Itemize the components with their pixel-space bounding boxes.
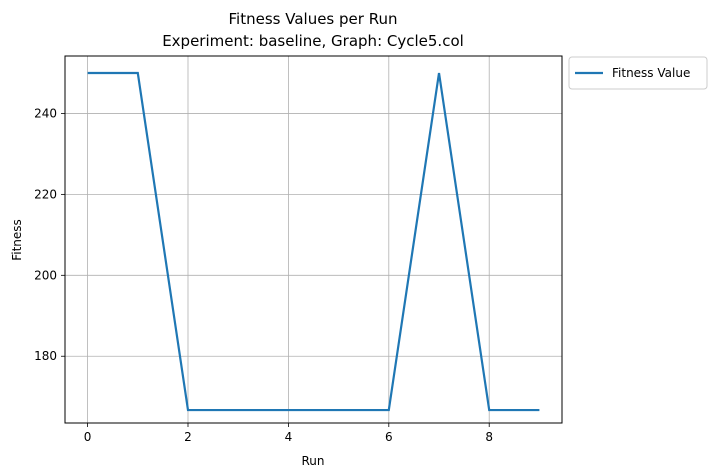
plot-frame	[64, 55, 563, 424]
x-tick-label: 4	[285, 430, 293, 444]
legend-label: Fitness Value	[612, 66, 690, 80]
x-tick-label: 6	[385, 430, 393, 444]
chart-title: Fitness Values per Run	[229, 10, 398, 28]
y-tick-label: 200	[34, 268, 57, 282]
x-axis-label: Run	[301, 454, 324, 468]
x-axis: 0 2 4 6 8	[84, 423, 493, 444]
x-tick-label: 8	[485, 430, 493, 444]
y-tick-label: 220	[34, 187, 57, 201]
x-tick-label: 2	[184, 430, 192, 444]
series-layer	[87, 71, 540, 412]
y-axis-label: Fitness	[10, 219, 24, 261]
y-axis: 180 200 220 240	[34, 106, 65, 363]
series-line	[87, 71, 540, 412]
grid-lines	[65, 56, 562, 423]
y-tick-label: 180	[34, 349, 57, 363]
chart-subtitle: Experiment: baseline, Graph: Cycle5.col	[162, 32, 464, 50]
legend-box	[568, 56, 708, 90]
y-tick-label: 240	[34, 106, 57, 120]
x-tick-label: 0	[84, 430, 92, 444]
legend: Fitness Value	[568, 56, 708, 90]
